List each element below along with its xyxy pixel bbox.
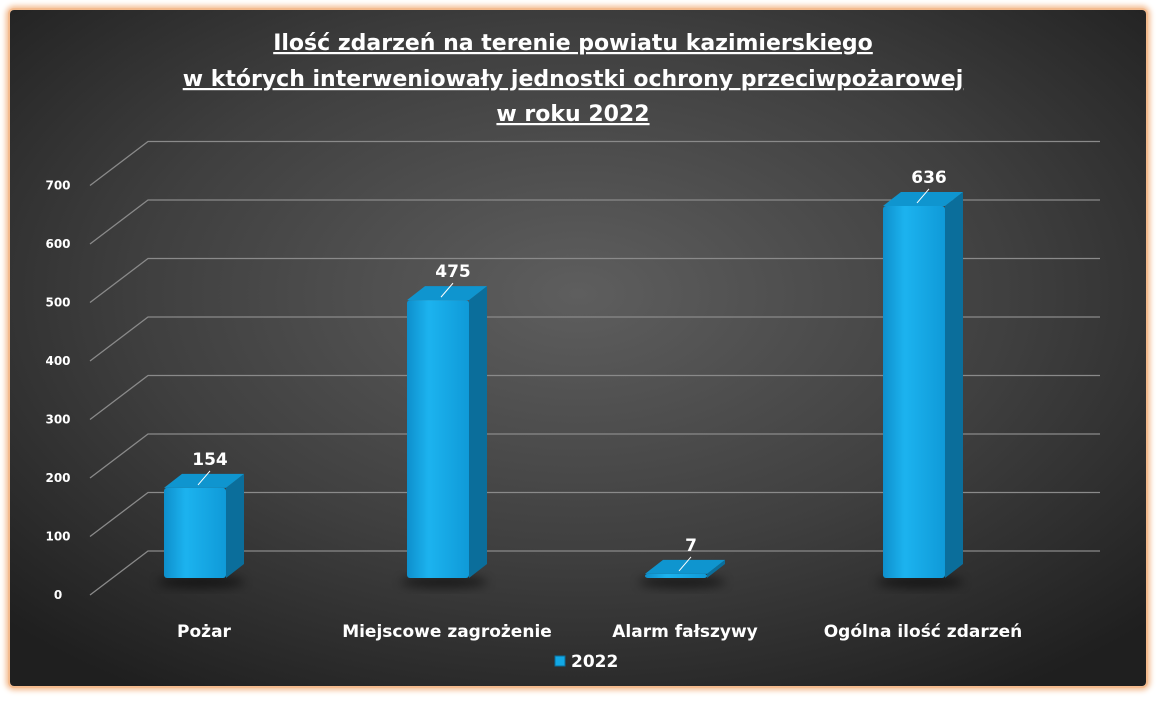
legend-label: 2022 bbox=[571, 652, 618, 672]
category-label-1: Pożar bbox=[177, 622, 232, 642]
bar-top bbox=[883, 191, 963, 206]
data-label-leader bbox=[197, 470, 211, 486]
data-label-leader bbox=[440, 282, 454, 298]
bar-shadow bbox=[876, 576, 964, 588]
chart-title-line-3: w roku 2022 bbox=[496, 102, 649, 127]
category-label-3: Alarm fałszywy bbox=[612, 622, 758, 642]
bar-side bbox=[469, 286, 487, 578]
category-label-2: Miejscowe zagrożenie bbox=[342, 622, 552, 642]
chart-svg: Ilość zdarzeń na terenie powiatu kazimie… bbox=[10, 10, 1146, 686]
gridlines bbox=[89, 140, 1100, 596]
y-tick-label-400: 400 bbox=[45, 354, 70, 368]
data-label-3: 7 bbox=[685, 536, 697, 556]
y-tick-label-300: 300 bbox=[45, 413, 70, 427]
bar-front bbox=[164, 487, 226, 578]
bar-side bbox=[226, 473, 244, 578]
y-axis-tick-labels: 0 100 200 300 400 500 600 700 bbox=[45, 179, 70, 603]
gridline-700 bbox=[89, 140, 1100, 187]
bar-top bbox=[164, 473, 244, 488]
bar-shadow bbox=[400, 576, 488, 588]
bar-top bbox=[407, 286, 487, 301]
bar-shadow bbox=[638, 576, 726, 588]
gridline-0 bbox=[89, 550, 1100, 596]
data-label-leader bbox=[916, 188, 930, 204]
category-labels: Pożar Miejscowe zagrożenie Alarm fałszywy O… bbox=[177, 622, 1022, 642]
bar-2: 475 bbox=[400, 262, 488, 588]
legend: 2022 bbox=[554, 652, 618, 672]
bar-1: 154 bbox=[157, 450, 245, 588]
gridline-300 bbox=[89, 374, 1100, 421]
gridline-200 bbox=[89, 433, 1100, 479]
bar-side bbox=[945, 191, 963, 578]
y-tick-label-200: 200 bbox=[45, 471, 70, 485]
bar-3: 7 bbox=[638, 536, 726, 588]
chart-title: Ilość zdarzeń na terenie powiatu kazimie… bbox=[183, 31, 964, 127]
bar-front bbox=[883, 205, 945, 578]
legend-swatch bbox=[554, 655, 566, 667]
data-label-2: 475 bbox=[435, 262, 471, 282]
chart-title-line-1: Ilość zdarzeń na terenie powiatu kazimie… bbox=[273, 31, 873, 56]
y-tick-label-700: 700 bbox=[45, 179, 70, 193]
gridline-500 bbox=[89, 257, 1100, 304]
y-tick-label-100: 100 bbox=[45, 530, 70, 544]
gridline-400 bbox=[89, 316, 1100, 362]
chart-frame: Ilość zdarzeń na terenie powiatu kazimie… bbox=[10, 10, 1146, 686]
bar-front bbox=[407, 300, 469, 578]
y-tick-label-0: 0 bbox=[54, 588, 62, 602]
gridline-600 bbox=[89, 199, 1100, 245]
gridline-100 bbox=[89, 491, 1100, 538]
bar-front bbox=[645, 573, 707, 578]
bar-top bbox=[645, 559, 725, 574]
category-label-4: Ogólna ilość zdarzeń bbox=[824, 622, 1023, 642]
bar-side bbox=[707, 559, 725, 578]
chart-title-line-2: w których interweniowały jednostki ochro… bbox=[183, 67, 964, 92]
bar-4: 636 bbox=[876, 168, 964, 588]
bar-shadow bbox=[157, 576, 245, 588]
bars: 154 475 7 636 bbox=[157, 168, 964, 588]
data-label-1: 154 bbox=[192, 450, 228, 470]
data-label-4: 636 bbox=[911, 168, 947, 188]
data-label-leader bbox=[678, 556, 692, 572]
y-tick-label-500: 500 bbox=[45, 296, 70, 310]
y-tick-label-600: 600 bbox=[45, 237, 70, 251]
